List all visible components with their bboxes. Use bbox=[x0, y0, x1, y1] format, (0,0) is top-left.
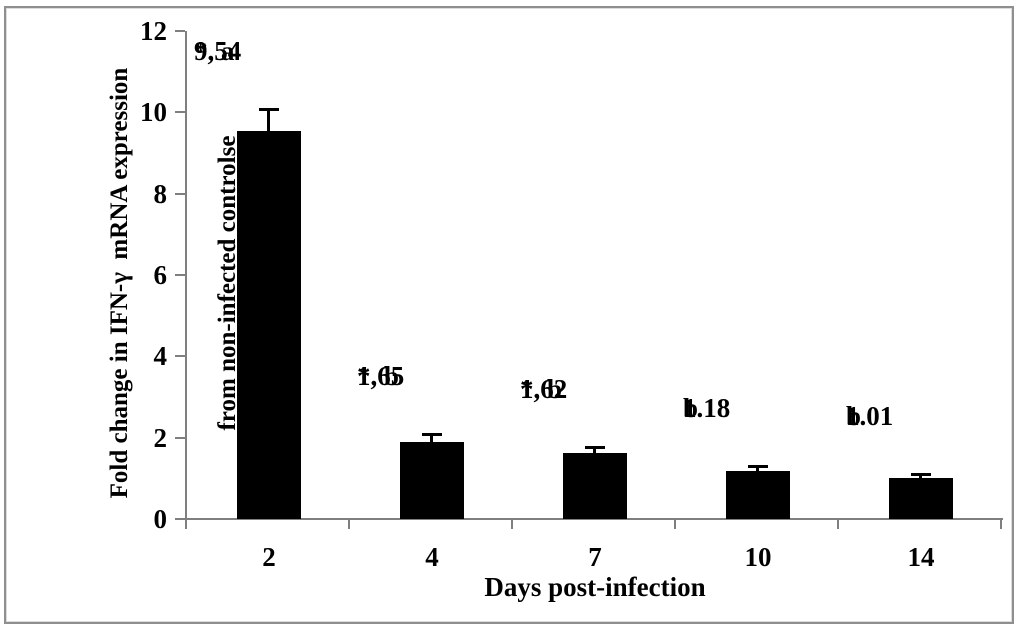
significance-label: b bbox=[683, 393, 699, 423]
y-tick-label: 0 bbox=[153, 504, 168, 534]
x-tick bbox=[511, 520, 513, 529]
x-tick-label: 7 bbox=[588, 542, 602, 572]
y-tick-label: 4 bbox=[153, 341, 168, 371]
y-tick bbox=[175, 518, 185, 520]
error-bar-cap bbox=[259, 108, 279, 111]
value-label: 1.01 bbox=[846, 401, 894, 431]
y-axis-line bbox=[185, 31, 187, 527]
x-tick bbox=[837, 520, 839, 529]
x-tick bbox=[348, 520, 350, 529]
y-tick bbox=[175, 355, 185, 357]
x-tick-label: 10 bbox=[744, 542, 772, 572]
error-bar-stem bbox=[756, 468, 759, 477]
x-tick bbox=[185, 520, 187, 529]
x-axis-line bbox=[185, 518, 1003, 520]
y-tick-label: 10 bbox=[140, 97, 167, 127]
y-tick bbox=[175, 30, 185, 32]
significance-label: *, b bbox=[520, 374, 563, 404]
error-bar-stem bbox=[267, 111, 270, 137]
y-tick-label: 8 bbox=[153, 179, 168, 209]
x-tick bbox=[1000, 520, 1002, 529]
x-tick-label: 4 bbox=[425, 542, 439, 572]
value-label: 1.65 bbox=[357, 361, 405, 391]
error-bar-stem bbox=[430, 436, 433, 447]
error-bar-stem bbox=[919, 476, 922, 484]
bar bbox=[400, 442, 464, 519]
y-tick bbox=[175, 193, 185, 195]
significance-label: b bbox=[846, 401, 862, 431]
error-bar-cap bbox=[422, 433, 442, 436]
y-tick bbox=[175, 437, 185, 439]
y-tick-label: 12 bbox=[140, 16, 167, 46]
x-axis-title: Days post-infection bbox=[484, 572, 706, 602]
error-bar-stem bbox=[593, 449, 596, 459]
x-tick-label: 14 bbox=[907, 542, 935, 572]
x-tick-label: 2 bbox=[262, 542, 276, 572]
bar bbox=[889, 478, 953, 519]
y-tick-label: 2 bbox=[153, 423, 168, 453]
error-bar-cap bbox=[585, 446, 605, 449]
bar bbox=[237, 131, 301, 519]
value-label: 1.18 bbox=[683, 393, 731, 423]
y-tick bbox=[175, 111, 185, 113]
x-tick bbox=[674, 520, 676, 529]
figure-border bbox=[4, 6, 1014, 624]
value-label: 1.62 bbox=[520, 374, 568, 404]
error-bar-cap bbox=[748, 465, 768, 468]
y-tick bbox=[175, 274, 185, 276]
bar bbox=[726, 471, 790, 519]
error-bar-cap bbox=[911, 473, 931, 476]
significance-label: *, a bbox=[194, 36, 235, 66]
bar bbox=[563, 453, 627, 519]
value-label: 9.54 bbox=[194, 36, 242, 66]
significance-label: *, b bbox=[357, 361, 400, 391]
y-tick-label: 6 bbox=[153, 260, 168, 290]
